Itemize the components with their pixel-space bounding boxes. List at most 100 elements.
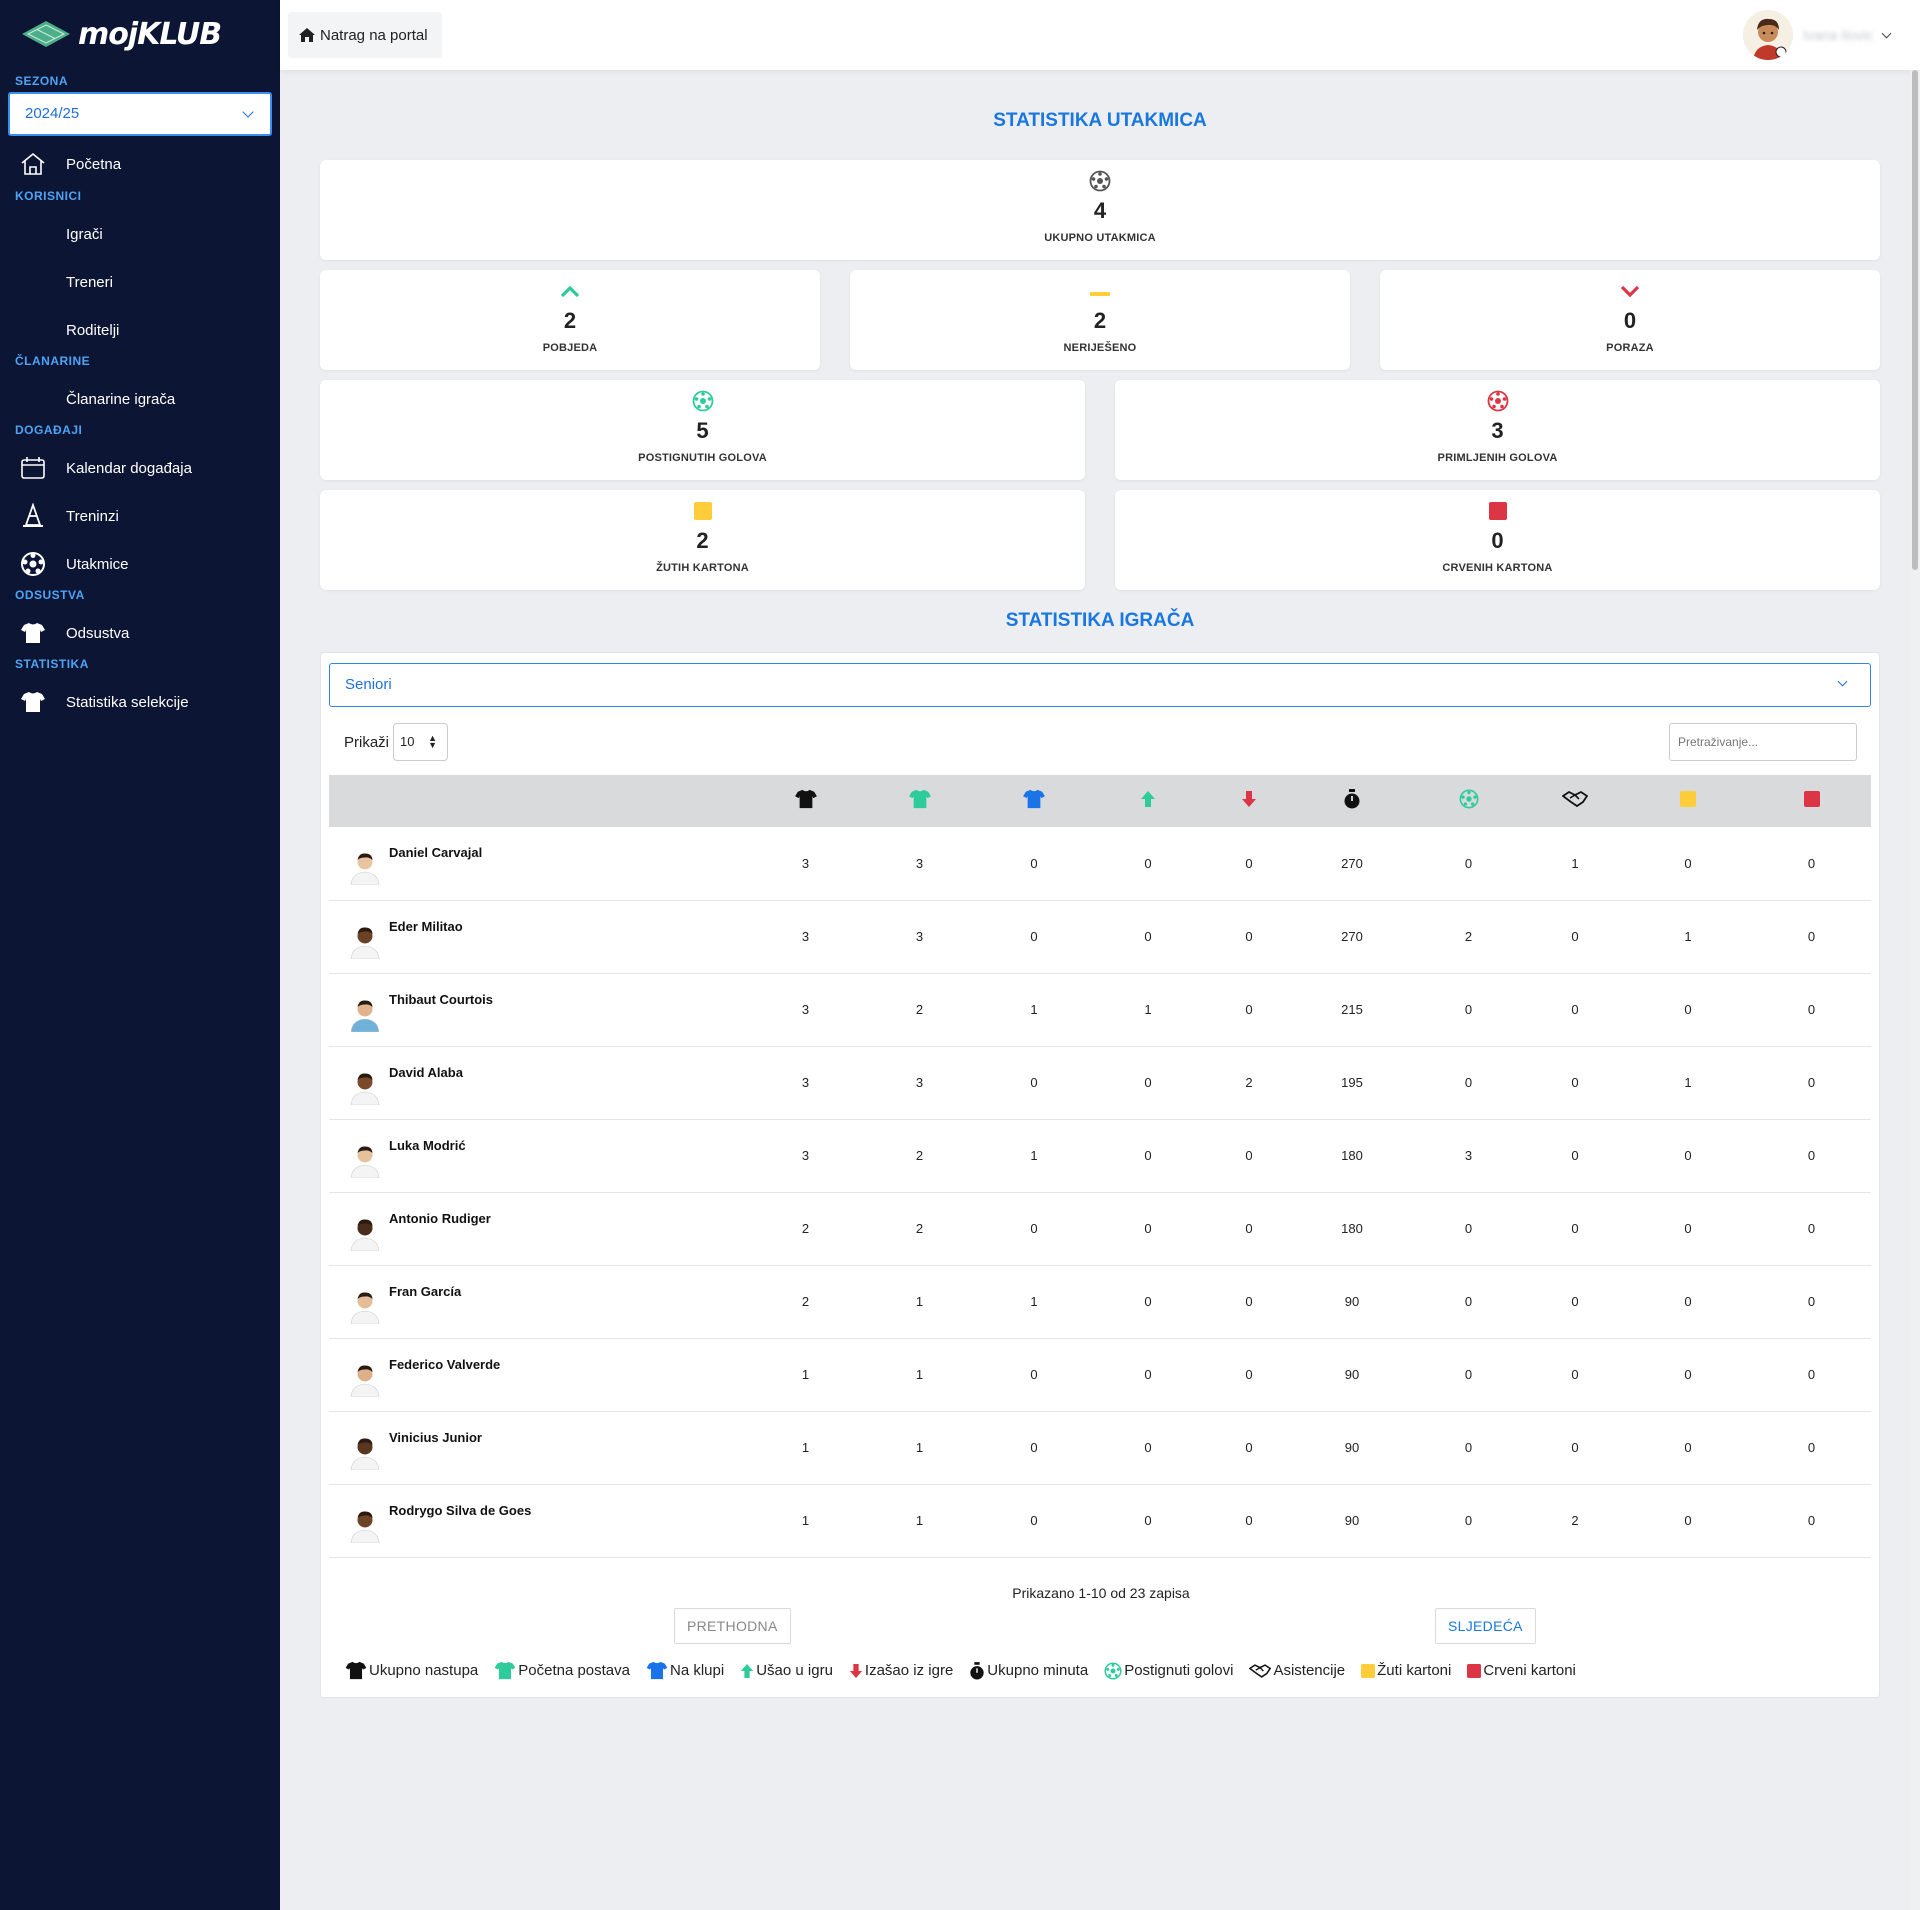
nav-roditelji[interactable]: Roditelji [0, 312, 280, 348]
legend-total: Ukupno nastupa [345, 1661, 478, 1680]
table-row[interactable]: Thibaut Courtois 3 2 1 1 0 215 0 0 0 0 [329, 973, 1871, 1046]
cell-goals: 2 [1464, 929, 1473, 944]
nav-kalendar[interactable]: Kalendar događaja [0, 450, 280, 486]
col-bench[interactable] [977, 775, 1091, 827]
match-stats-title: STATISTIKA UTAKMICA [993, 110, 1207, 131]
legend-bench: Na klupi [646, 1661, 724, 1680]
cell-yellow-cards: 1 [1684, 1075, 1692, 1090]
nav-treneri[interactable]: Treneri [0, 264, 280, 300]
scrollbar[interactable] [1910, 70, 1920, 1910]
table-row[interactable]: David Alaba 3 3 0 0 2 195 0 0 1 0 [329, 1046, 1871, 1119]
table-info: Prikazano 1-10 od 23 zapisa [1012, 1585, 1190, 1601]
table-row[interactable]: Rodrygo Silva de Goes 1 1 0 0 0 90 0 2 0 0 [329, 1484, 1871, 1557]
col-yellow-cards[interactable] [1624, 775, 1752, 827]
nav-home[interactable]: Početna [0, 146, 280, 182]
back-to-portal-button[interactable]: Natrag na portal [288, 12, 442, 58]
nav-odsustva[interactable]: Odsustva [0, 615, 280, 651]
col-goals[interactable] [1411, 775, 1526, 827]
col-subbed-in[interactable] [1091, 775, 1205, 827]
player-photo [347, 1213, 383, 1251]
group-select[interactable]: Seniori [329, 663, 1871, 707]
cell-total-appearances: 3 [801, 855, 810, 871]
cell-minutes: 180 [1341, 1148, 1363, 1163]
nav-treneri-label: Treneri [66, 273, 113, 291]
sidebar: mojKLUB SEZONA 2024/25 Početna KORISNICI… [0, 0, 280, 1910]
cell-minutes: 215 [1341, 1002, 1363, 1017]
table-row[interactable]: Vinicius Junior 1 1 0 0 0 90 0 0 0 0 [329, 1411, 1871, 1484]
cell-subbed-in: 0 [1144, 1367, 1152, 1382]
cell-subbed-out: 0 [1245, 1148, 1253, 1163]
cell-goals: 0 [1464, 855, 1473, 871]
cell-bench: 0 [1030, 855, 1038, 871]
cell-bench: 0 [1030, 1513, 1038, 1528]
table-row[interactable]: Federico Valverde 1 1 0 0 0 90 0 0 0 0 [329, 1338, 1871, 1411]
nav-utakmice[interactable]: Utakmice [0, 546, 280, 582]
col-total-appearances[interactable] [749, 775, 862, 827]
yellow-cards-value: 2 [696, 528, 709, 553]
col-player[interactable] [329, 775, 749, 827]
player-name[interactable]: Thibaut Courtois [389, 991, 493, 1007]
nav-clanarine-igraca[interactable]: Članarine igrača [0, 381, 280, 417]
player-cell: Federico Valverde [329, 1338, 749, 1411]
table-row[interactable]: Fran García 2 1 1 0 0 90 0 0 0 0 [329, 1265, 1871, 1338]
scrollbar-thumb[interactable] [1912, 70, 1918, 570]
cell-yellow-cards: 0 [1684, 1367, 1692, 1382]
page-length-select[interactable]: 10 ▲ ▼ [393, 723, 449, 761]
cell-subbed-out: 0 [1245, 1513, 1253, 1528]
nav-treninzi[interactable]: Treninzi [0, 498, 280, 534]
yellow-card-icon [1361, 1663, 1376, 1678]
player-name[interactable]: David Alaba [389, 1064, 463, 1080]
user-name: Ivana Ilovic [1802, 27, 1873, 43]
cell-minutes: 90 [1344, 1513, 1360, 1528]
player-name[interactable]: Fran García [389, 1283, 462, 1299]
player-cell: Antonio Rudiger [329, 1192, 749, 1265]
user-menu[interactable]: Ivana Ilovic [1742, 10, 1892, 60]
table-row[interactable]: Luka Modrić 3 2 1 0 0 180 3 0 0 0 [329, 1119, 1871, 1192]
section-clanarine: ČLANARINE [15, 354, 91, 368]
next-page-button[interactable]: SLJEDEĆA [1435, 1608, 1536, 1644]
col-minutes[interactable] [1293, 775, 1411, 827]
cell-red-cards: 0 [1807, 1148, 1816, 1163]
goals-against-value: 3 [1491, 418, 1504, 443]
player-name[interactable]: Eder Militao [389, 918, 463, 934]
player-name[interactable]: Federico Valverde [389, 1356, 501, 1372]
cell-red-cards: 0 [1807, 1367, 1816, 1382]
cell-subbed-out: 0 [1245, 1294, 1253, 1309]
app-logo[interactable]: mojKLUB [20, 14, 222, 54]
col-assists[interactable] [1526, 775, 1624, 827]
stat-card-red: 0 CRVENIH KARTONA [1115, 490, 1880, 590]
cell-goals: 0 [1464, 1440, 1473, 1455]
col-starting-lineup[interactable] [862, 775, 977, 827]
field-logo-icon [22, 21, 70, 47]
red-card-icon [1115, 500, 1880, 522]
nav-odsustva-label: Odsustva [66, 624, 130, 642]
shirt-green-icon [908, 789, 931, 809]
shirt-black-icon [345, 1661, 367, 1680]
nav-igraci[interactable]: Igrači [0, 216, 280, 252]
player-name[interactable]: Antonio Rudiger [389, 1210, 491, 1226]
cell-subbed-out: 2 [1245, 1075, 1253, 1090]
season-select[interactable]: 2024/25 [8, 92, 272, 136]
table-row[interactable]: Antonio Rudiger 2 2 0 0 0 180 0 0 0 0 [329, 1192, 1871, 1265]
nav-statistika-selekcije[interactable]: Statistika selekcije [0, 684, 280, 720]
prev-page-button[interactable]: PRETHODNA [674, 1608, 791, 1644]
cell-red-cards: 0 [1807, 1294, 1816, 1309]
cell-yellow-cards: 0 [1684, 1221, 1692, 1236]
cell-starting-lineup: 2 [915, 1148, 924, 1163]
col-subbed-out[interactable] [1205, 775, 1293, 827]
soccer-ball-green-icon [320, 390, 1085, 412]
table-row[interactable]: Eder Militao 3 3 0 0 0 270 2 0 1 0 [329, 900, 1871, 973]
player-name[interactable]: Vinicius Junior [389, 1429, 482, 1445]
search-input[interactable] [1669, 723, 1857, 761]
player-cell: Rodrygo Silva de Goes [329, 1484, 749, 1557]
player-name[interactable]: Luka Modrić [389, 1137, 466, 1153]
player-name[interactable]: Rodrygo Silva de Goes [389, 1502, 532, 1518]
col-red-cards[interactable] [1752, 775, 1871, 827]
wins-value: 2 [563, 308, 577, 333]
shirt-black-icon [794, 789, 817, 809]
shirt-icon [16, 619, 50, 647]
table-row[interactable]: Daniel Carvajal 3 3 0 0 0 270 0 1 0 0 [329, 827, 1871, 900]
cell-assists: 0 [1571, 929, 1579, 944]
player-name[interactable]: Daniel Carvajal [389, 845, 483, 861]
stat-card-draws: 2 NERIJEŠENO [850, 270, 1350, 370]
